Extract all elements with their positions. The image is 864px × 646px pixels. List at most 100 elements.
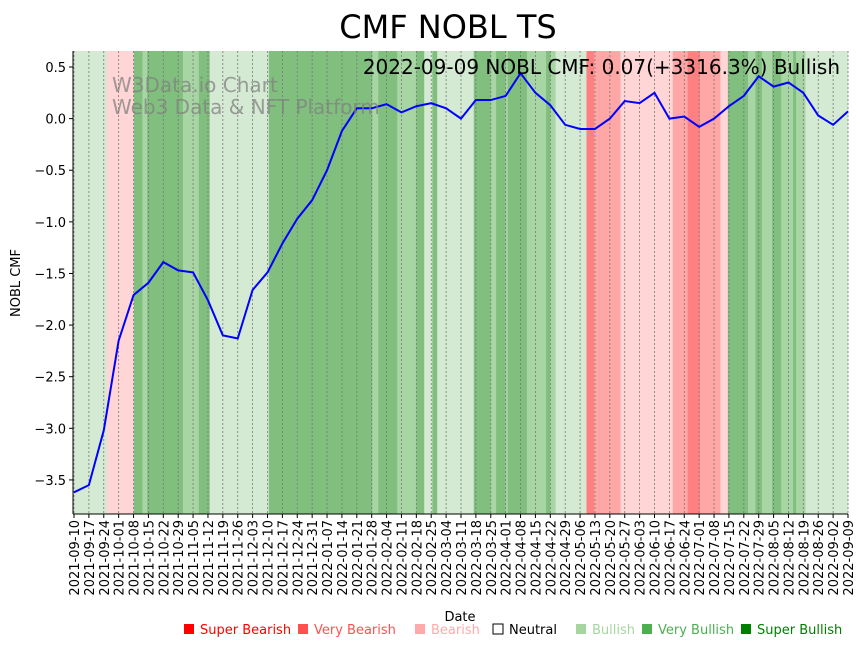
x-tick-label: 2022-06-24 [678, 520, 693, 596]
x-tick-label: 2022-03-18 [470, 520, 485, 596]
chart-title: CMF NOBL TS [339, 8, 556, 46]
legend-label: Super Bearish [200, 623, 291, 638]
x-tick-label: 2022-09-02 [827, 520, 842, 596]
band-very-bullish [182, 51, 200, 514]
band-very-bullish [781, 51, 794, 514]
x-tick-label: 2022-01-14 [336, 520, 351, 596]
cmf-line [73, 71, 849, 494]
legend-label: Very Bearish [314, 623, 396, 638]
latest-value-annotation: 2022-09-09 NOBL CMF: 0.07(+3316.3%) Bull… [363, 55, 840, 79]
band-super-bullish [147, 51, 184, 514]
x-tick-label: 2022-02-04 [381, 520, 396, 596]
band-super-bearish [586, 51, 595, 514]
x-tick-label: 2022-08-26 [812, 520, 827, 596]
x-tick-label: 2021-11-26 [232, 520, 247, 596]
x-tick-label: 2022-05-13 [589, 520, 604, 596]
x-tick-label: 2022-07-01 [693, 520, 708, 596]
x-tick-label: 2022-03-25 [485, 520, 500, 596]
band-super-bullish [507, 51, 528, 514]
legend-swatch-very-bullish [642, 624, 652, 634]
legend-item: Super Bearish [184, 623, 291, 638]
x-tick-label: 2022-06-10 [649, 520, 664, 596]
legend-label: Neutral [509, 623, 557, 638]
x-tick-label: 2021-12-03 [247, 520, 262, 596]
x-tick-label: 2021-11-05 [187, 520, 202, 596]
x-tick-label: 2022-06-03 [634, 520, 649, 596]
y-tick-label: −0.5 [34, 164, 66, 179]
x-tick-label: 2021-09-24 [98, 520, 113, 596]
band-bullish [73, 51, 108, 514]
band-very-bullish [550, 51, 556, 514]
y-axis-ticks: 0.5 0.0 −0.5 −1.0 −1.5 −2.0 −2.5 −3.0 −3.5 [34, 61, 73, 489]
x-tick-label: 2022-01-21 [351, 520, 366, 596]
legend-swatch-bearish [415, 624, 425, 634]
band-bearish [106, 51, 135, 514]
band-very-bearish [699, 51, 721, 514]
x-axis-label: Date [444, 610, 475, 625]
x-axis-ticks: 2021-09-10 2021-09-17 2021-09-24 2021-10-01… [68, 514, 857, 596]
x-tick-label: 2021-10-08 [128, 520, 143, 596]
x-tick-label: 2021-12-24 [291, 520, 306, 596]
x-tick-label: 2022-03-04 [440, 520, 455, 596]
legend-swatch-super-bearish [184, 624, 194, 634]
x-tick-label: 2022-01-28 [366, 520, 381, 596]
band-very-bullish [761, 51, 773, 514]
legend-label: Bearish [431, 623, 480, 638]
legend-item: Very Bullish [642, 623, 734, 638]
band-very-bullish [372, 51, 379, 514]
x-tick-label: 2022-05-06 [574, 520, 589, 596]
x-tick-label: 2021-12-31 [306, 520, 321, 596]
x-tick-label: 2022-03-11 [455, 520, 470, 596]
x-tick-label: 2021-10-29 [172, 520, 187, 596]
band-super-bullish [727, 51, 749, 514]
x-tick-label: 2022-01-07 [321, 520, 336, 596]
legend-item: Bullish [576, 623, 635, 638]
x-tick-label: 2022-02-18 [410, 520, 425, 596]
x-tick-label: 2022-08-19 [797, 520, 812, 596]
x-gridlines [73, 51, 849, 514]
x-tick-label: 2021-10-22 [157, 520, 172, 596]
x-tick-label: 2022-04-29 [559, 520, 574, 596]
watermark-line-2: Web3 Data & NFT Platform [112, 95, 380, 119]
band-very-bullish [397, 51, 417, 514]
x-tick-label: 2021-10-15 [142, 520, 157, 596]
x-tick-label: 2022-07-22 [738, 520, 753, 596]
band-super-bullish [546, 51, 551, 514]
x-tick-label: 2022-04-15 [529, 520, 544, 596]
x-tick-label: 2021-11-12 [202, 520, 217, 596]
band-very-bearish [672, 51, 688, 514]
y-tick-label: −3.5 [34, 474, 66, 489]
y-tick-label: −2.0 [34, 319, 66, 334]
legend-swatch-neutral [492, 623, 504, 635]
band-very-bullish [748, 51, 756, 514]
legend-label: Super Bullish [757, 623, 842, 638]
band-super-bullish [378, 51, 398, 514]
x-tick-label: 2022-02-25 [425, 520, 440, 596]
x-tick-label: 2022-08-05 [768, 520, 783, 596]
y-tick-label: −1.0 [34, 216, 66, 231]
y-tick-label: 0.5 [45, 61, 66, 76]
band-super-bullish [133, 51, 143, 514]
x-tick-label: 2022-02-11 [395, 520, 410, 596]
band-super-bullish [268, 51, 373, 514]
x-tick-label: 2021-09-17 [83, 520, 98, 596]
x-tick-label: 2021-12-10 [262, 520, 277, 596]
y-tick-label: −1.5 [34, 267, 66, 282]
y-tick-label: −2.5 [34, 371, 66, 386]
legend-swatch-super-bullish [741, 624, 751, 634]
band-bullish [437, 51, 475, 514]
x-tick-label: 2022-05-20 [604, 520, 619, 596]
band-bullish [424, 51, 433, 514]
legend-item: Neutral [492, 623, 557, 638]
x-tick-label: 2022-09-09 [842, 520, 857, 596]
x-tick-label: 2021-09-10 [68, 520, 83, 596]
band-very-bullish [490, 51, 497, 514]
band-super-bullish [772, 51, 782, 514]
band-super-bullish [432, 51, 438, 514]
x-tick-label: 2022-08-12 [782, 520, 797, 596]
legend-swatch-bullish [576, 624, 586, 634]
legend-label: Very Bullish [658, 623, 734, 638]
x-tick-label: 2022-07-15 [723, 520, 738, 596]
band-super-bearish [687, 51, 701, 514]
